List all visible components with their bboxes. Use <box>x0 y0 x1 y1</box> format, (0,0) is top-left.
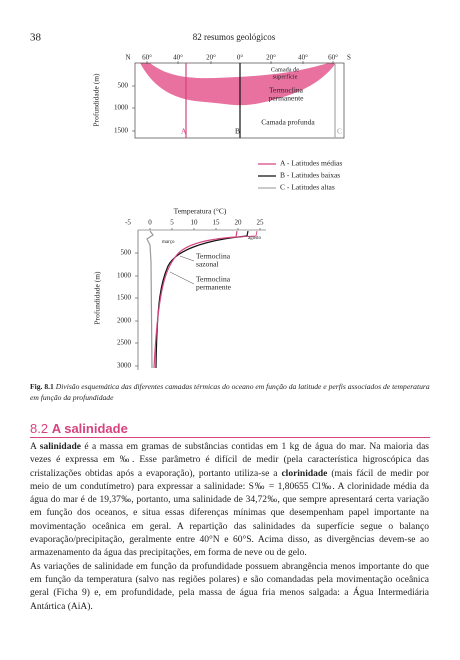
lat-label: S <box>347 54 351 62</box>
annotation: permanente <box>196 283 232 292</box>
lat-label: 40° <box>173 54 183 62</box>
profile-a-curve <box>153 230 238 369</box>
lat-label: 0° <box>237 54 244 62</box>
depth-label: 500 <box>118 82 129 90</box>
legend-item: B - Latitudes baixas <box>280 171 340 180</box>
profile-label: A <box>181 127 187 136</box>
depth-label: 1500 <box>114 127 129 135</box>
depth-label: 3000 <box>117 362 132 370</box>
text-run: A <box>30 442 40 452</box>
caption-label: Fig. 8.1 <box>30 382 54 391</box>
legend-item: C - Latitudes altas <box>280 183 335 192</box>
temp-label: -5 <box>125 219 131 227</box>
depth-label: 1000 <box>117 272 132 280</box>
text-run: (mais fácil de medir por meio de um cond… <box>30 468 429 559</box>
section-heading: 8.2 A salinidade <box>30 421 430 438</box>
profile-c-curve <box>146 230 154 369</box>
body-text: A salinidade é a massa em gramas de subs… <box>30 441 429 614</box>
annotation: Termoclina <box>196 252 231 261</box>
season-label: março <box>162 240 175 245</box>
temp-label: 10 <box>191 219 199 227</box>
caption: Fig. 8.1 Divisão esquemática das diferen… <box>30 381 430 403</box>
section-number: 8.2 <box>30 421 49 436</box>
profile-label: B <box>235 127 240 136</box>
lat-label: 20° <box>206 54 216 62</box>
text-run: é a massa em gramas de substâncias conti… <box>30 442 429 479</box>
season-label: agosto <box>248 236 262 241</box>
temp-label: 25 <box>257 219 265 227</box>
page-number: 38 <box>30 32 42 44</box>
lat-label: 20° <box>266 54 276 62</box>
lat-label: 60° <box>328 54 338 62</box>
bold-term: clorinidade <box>281 468 328 479</box>
running-title: 82 resumos geológicos <box>193 32 276 42</box>
annotation: Termoclina <box>196 275 231 284</box>
paragraph: As variações de salinidade em função da … <box>30 561 429 614</box>
profile-a-summer <box>235 230 258 238</box>
section-title: A salinidade <box>51 421 128 436</box>
caption-text: Divisão esquemática das diferentes camad… <box>30 382 430 402</box>
legend-item: A - Latitudes médias <box>280 159 342 168</box>
layer-label: permanente <box>269 94 305 103</box>
lat-label: N <box>125 54 130 62</box>
temp-label: 0 <box>148 219 152 227</box>
depth-label: 1000 <box>114 104 129 112</box>
y-axis-label: Profundidade (m) <box>93 271 102 325</box>
depth-label: 2000 <box>117 317 132 325</box>
x-axis-label: Temperatura (°C) <box>174 207 227 216</box>
paragraph: A salinidade é a massa em gramas de subs… <box>30 441 429 561</box>
temp-label: 5 <box>170 219 174 227</box>
text-run: As variações de salinidade em função da … <box>30 561 429 612</box>
y-axis-label: Profundidade (m) <box>92 73 101 127</box>
layer-label: Camada profunda <box>261 118 315 127</box>
depth-label: 2500 <box>117 339 132 347</box>
bold-term: salinidade <box>39 442 81 452</box>
profile-label: C <box>337 127 342 136</box>
layer-label: Termoclina <box>269 86 304 95</box>
annotation: sazonal <box>196 260 219 269</box>
depth-label: 1500 <box>117 294 132 302</box>
layer-label: superfície <box>273 73 298 80</box>
temp-label: 20 <box>235 219 243 227</box>
lat-label: 40° <box>298 54 308 62</box>
depth-label: 500 <box>121 249 132 257</box>
figures: 38 82 resumos geológicos N 60° 40° 20° 0… <box>30 32 351 370</box>
temp-label: 15 <box>213 219 221 227</box>
layer-label: Camada de <box>271 66 299 73</box>
surface-layer <box>150 63 328 79</box>
lat-label: 60° <box>142 54 152 62</box>
